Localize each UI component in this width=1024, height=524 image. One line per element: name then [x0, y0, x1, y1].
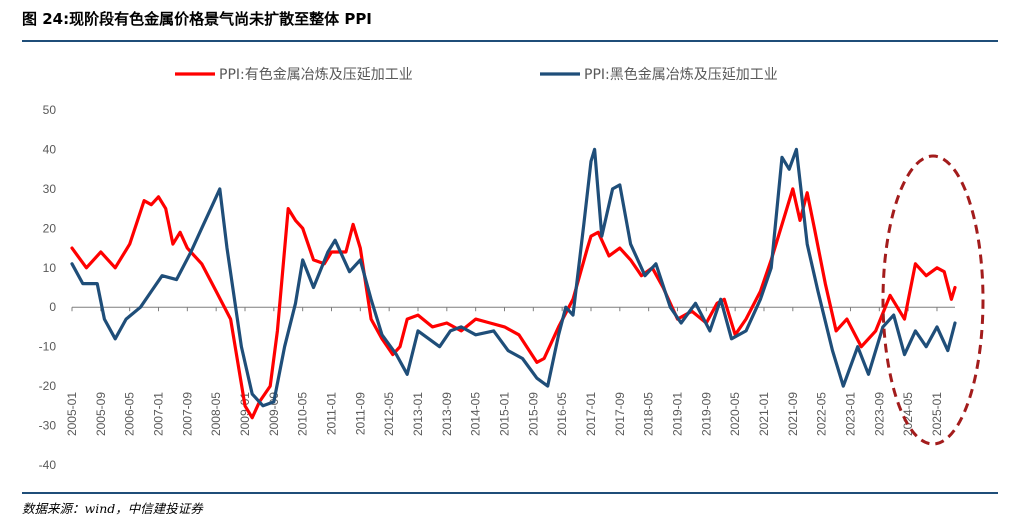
- x-tick-label: 2025-01: [930, 392, 944, 436]
- series-line-ferrous: [70, 147, 957, 408]
- y-tick-label: -20: [39, 379, 57, 393]
- x-tick-label: 2009-01: [238, 392, 252, 436]
- x-tick-label: 2019-01: [670, 392, 684, 436]
- x-tick-label: 2011-09: [353, 392, 367, 435]
- x-tick-label: 2007-09: [180, 392, 194, 436]
- y-tick-label: 50: [43, 103, 57, 117]
- x-tick-label: 2010-05: [296, 392, 310, 436]
- x-tick-label: 2007-01: [151, 392, 165, 436]
- x-tick-label: 2017-09: [613, 392, 627, 436]
- series-line-nonferrous: [70, 187, 957, 420]
- highlight-annotation: [881, 154, 985, 446]
- x-tick-label: 2006-05: [123, 392, 137, 436]
- x-tick-label: 2023-09: [872, 392, 886, 436]
- series-group: [70, 147, 957, 420]
- x-tick-label: 2016-05: [555, 392, 569, 436]
- x-tick-label: 2015-09: [526, 392, 540, 436]
- x-tick-label: 2018-05: [642, 392, 656, 436]
- y-tick-label: 30: [43, 182, 57, 196]
- x-tick-label: 2013-01: [411, 392, 425, 436]
- x-tick-label: 2023-01: [843, 392, 857, 436]
- top-rule: [22, 40, 998, 42]
- x-tick-label: 2020-05: [728, 392, 742, 436]
- y-tick-label: 20: [43, 221, 57, 235]
- y-tick-label: -30: [39, 419, 57, 433]
- chart-legend: PPI:有色金属冶炼及压延加工业 PPI:黑色金属冶炼及压延加工业: [175, 66, 778, 83]
- x-tick-label: 2022-05: [815, 392, 829, 436]
- bottom-rule: [22, 492, 998, 494]
- x-axis: 2005-01 2005-09 2006-05 2007-01 2007-09 2008-…: [65, 306, 955, 436]
- x-tick-label: 2019-09: [699, 392, 713, 436]
- x-tick-label: 2005-09: [94, 392, 108, 436]
- legend-label: PPI:有色金属冶炼及压延加工业: [219, 66, 413, 83]
- x-tick-label: 2012-05: [382, 392, 396, 436]
- x-tick-label: 2015-01: [497, 392, 511, 436]
- y-tick-label: -10: [39, 340, 57, 354]
- highlight-ellipse: [881, 154, 985, 446]
- y-tick-label: 10: [43, 261, 57, 275]
- y-tick-label: 0: [49, 300, 56, 314]
- figure-title: 图 24:现阶段有色金属价格景气尚未扩散至整体 PPI: [22, 10, 372, 28]
- y-tick-label: 40: [43, 142, 57, 156]
- x-tick-label: 2021-09: [786, 392, 800, 436]
- x-tick-label: 2014-05: [469, 392, 483, 436]
- y-axis: -40 -30 -20 -10 0 10 20 30 40 50: [39, 103, 57, 472]
- x-tick-label: 2008-05: [209, 392, 223, 436]
- x-tick-label: 2011-01: [324, 392, 338, 435]
- legend-label: PPI:黑色金属冶炼及压延加工业: [584, 66, 778, 83]
- x-tick-label: 2005-01: [65, 392, 79, 436]
- figure-source: 数据来源：wind，中信建投证券: [22, 501, 203, 516]
- x-tick-label: 2024-05: [901, 392, 915, 436]
- x-tick-label: 2017-01: [584, 392, 598, 436]
- y-tick-label: -40: [39, 458, 57, 472]
- x-tick-label: 2013-09: [440, 392, 454, 436]
- x-tick-label: 2021-01: [757, 392, 771, 436]
